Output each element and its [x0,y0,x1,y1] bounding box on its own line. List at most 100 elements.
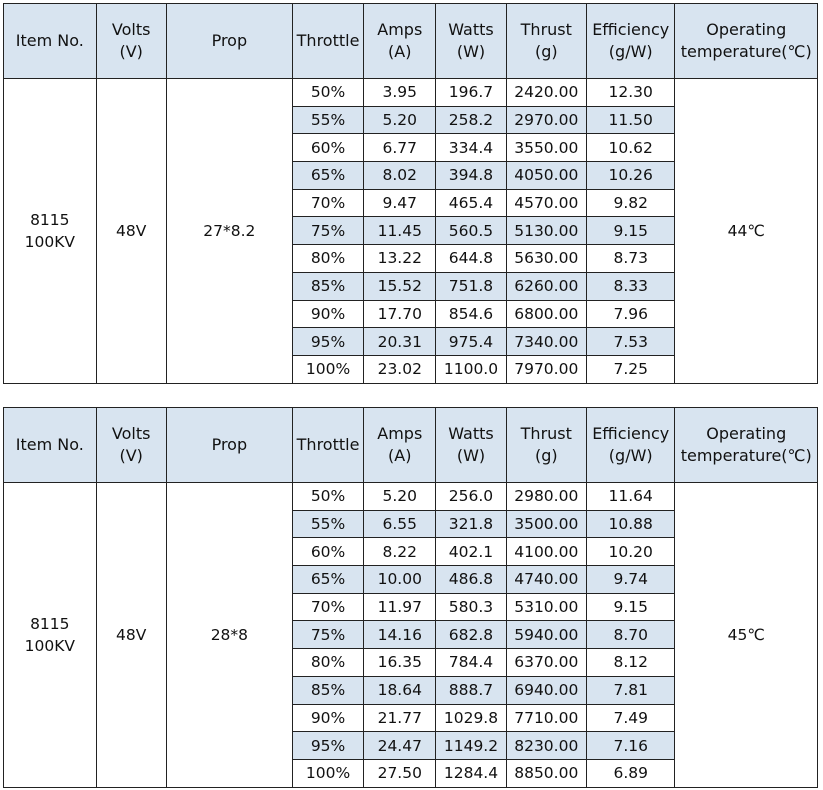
watts-cell: 644.8 [435,244,507,273]
thrust-cell: 4740.00 [505,565,587,594]
amps-cell: 15.52 [363,271,437,301]
amps-cell: 16.35 [363,648,437,677]
amps-cell: 10.00 [363,565,437,594]
thrust-cell: 7970.00 [505,354,587,384]
efficiency-cell: 8.70 [585,620,676,650]
thrust-cell: 6370.00 [505,648,587,677]
header-watts-line: (W) [456,446,486,465]
table-row: 85% 15.52 751.8 6260.00 8.33 [4,271,818,301]
header-item-line: Item No. [15,435,84,454]
header-efficiency-line: (g/W) [608,446,653,465]
table-row: 65% 10.00 486.8 4740.00 9.74 [4,565,818,594]
header-watts: Watts (W) [435,407,507,483]
amps-cell: 21.77 [363,703,437,733]
efficiency-cell: 8.33 [585,271,676,301]
thrust-cell: 8850.00 [505,758,587,788]
table-row: 60% 6.77 334.4 3550.00 10.62 [4,133,818,163]
amps-cell: 5.20 [363,482,437,511]
thrust-cell: 6800.00 [505,299,587,329]
prop-cell: 27*8.2 [165,78,293,384]
header-volts-line: (V) [119,42,143,61]
efficiency-cell: 10.88 [585,509,676,539]
throttle-cell: 50% [291,78,365,107]
amps-cell: 20.31 [363,327,437,356]
efficiency-cell: 9.82 [585,188,676,218]
header-volts-line: Volts [111,424,151,443]
table-row: 75% 11.45 560.5 5130.00 9.15 [4,216,818,246]
thrust-cell: 7340.00 [505,327,587,356]
amps-cell: 11.97 [363,592,437,622]
table-row: 55% 5.20 258.2 2970.00 11.50 [4,105,818,135]
thrust-cell: 2970.00 [505,105,587,135]
item-number-cell: 8115 100KV [3,78,97,384]
table-row: 95% 20.31 975.4 7340.00 7.53 [4,327,818,356]
thrust-cell: 4100.00 [505,537,587,567]
header-temp-line: temperature(℃) [680,42,812,61]
efficiency-cell: 7.49 [585,703,676,733]
amps-cell: 6.55 [363,509,437,539]
amps-cell: 17.70 [363,299,437,329]
watts-cell: 784.4 [435,648,507,677]
watts-cell: 560.5 [435,216,507,246]
header-thrust-line: Thrust [520,20,572,39]
throttle-cell: 70% [291,188,365,218]
table-row: 8115 100KV 48V 27*8.2 50% 3.95 196.7 2420.00 12.… [3,78,818,384]
watts-cell: 334.4 [435,133,507,163]
item-number-line: 100KV [24,232,75,251]
throttle-cell: 100% [291,354,365,384]
throttle-cell: 55% [291,105,365,135]
header-efficiency-line: Efficiency [592,424,670,443]
header-item: Item No. [3,407,97,483]
table-row: 85% 18.64 888.7 6940.00 7.81 [4,675,818,705]
header-temp: Operating temperature(℃) [674,3,818,79]
thrust-cell: 5310.00 [505,592,587,622]
header-efficiency: Efficiency (g/W) [585,407,676,483]
efficiency-cell: 12.30 [585,78,676,107]
volts-cell: 48V [95,78,167,384]
thrust-cell: 6940.00 [505,675,587,705]
header-amps-line: Amps [377,424,423,443]
efficiency-cell: 6.89 [585,758,676,788]
item-number-line: 8115 [30,210,70,229]
header-temp-line: temperature(℃) [680,446,812,465]
header-volts-line: (V) [119,446,143,465]
watts-cell: 751.8 [435,271,507,301]
throttle-cell: 80% [291,244,365,273]
watts-cell: 1149.2 [435,731,507,760]
watts-cell: 1029.8 [435,703,507,733]
throttle-cell: 60% [291,537,365,567]
header-amps-line: Amps [377,20,423,39]
efficiency-cell: 10.20 [585,537,676,567]
header-watts-line: Watts [448,424,494,443]
header-item-line: Item No. [15,31,84,50]
throttle-cell: 70% [291,592,365,622]
header-row: Item No. Volts (V) Prop Throttle Amps (A) Watts… [3,3,818,79]
amps-cell: 5.20 [363,105,437,135]
header-temp-line: Operating [706,20,787,39]
table-row: 100% 27.50 1284.4 8850.00 6.89 [4,758,818,788]
watts-cell: 975.4 [435,327,507,356]
efficiency-cell: 10.62 [585,133,676,163]
header-row: Item No. Volts (V) Prop Throttle Amps (A) Watts… [3,407,818,483]
header-thrust-line: Thrust [520,424,572,443]
watts-cell: 465.4 [435,188,507,218]
thrust-cell: 2980.00 [505,482,587,511]
throttle-cell: 50% [291,482,365,511]
amps-cell: 9.47 [363,188,437,218]
amps-cell: 27.50 [363,758,437,788]
amps-cell: 23.02 [363,354,437,384]
throttle-cell: 90% [291,703,365,733]
throttle-cell: 100% [291,758,365,788]
table-row: 75% 14.16 682.8 5940.00 8.70 [4,620,818,650]
watts-cell: 1284.4 [435,758,507,788]
header-watts: Watts (W) [435,3,507,79]
header-throttle: Throttle [291,3,365,79]
table-row: 90% 21.77 1029.8 7710.00 7.49 [4,703,818,733]
header-amps-line: (A) [388,42,412,61]
efficiency-cell: 8.12 [585,648,676,677]
thrust-cell: 5630.00 [505,244,587,273]
header-thrust-line: (g) [534,446,558,465]
spec-table: Item No. Volts (V) Prop Throttle Amps (A) Watts… [3,407,818,788]
prop-cell: 28*8 [165,482,293,788]
